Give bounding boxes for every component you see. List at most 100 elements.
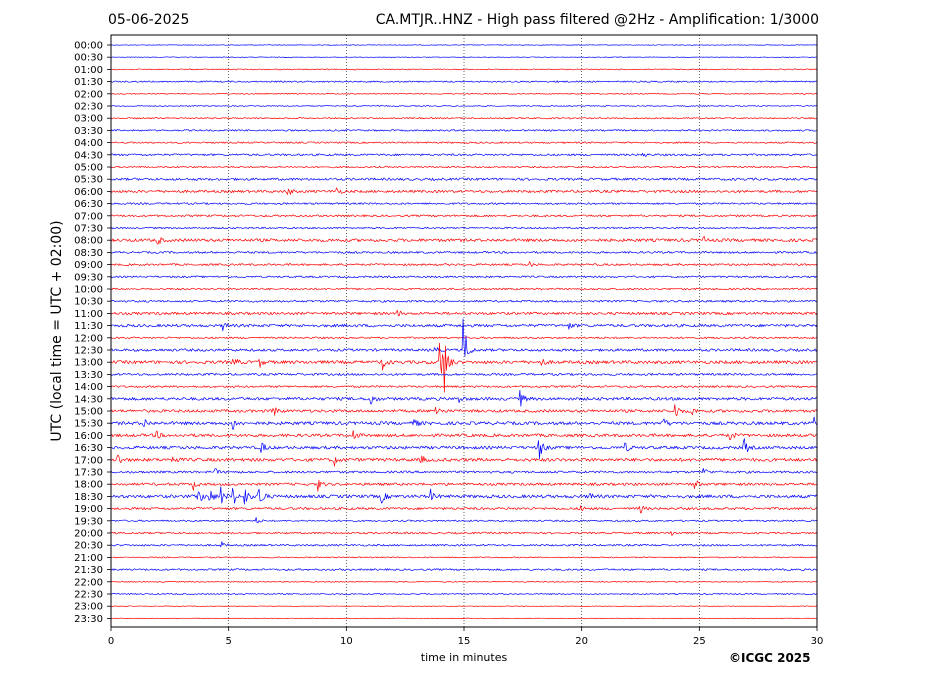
y-tick-label: 16:30 xyxy=(74,443,103,454)
y-tick-label: 02:30 xyxy=(74,102,103,113)
trace-row xyxy=(110,129,818,132)
trace-row xyxy=(110,141,818,144)
trace-row xyxy=(110,486,818,505)
trace-row xyxy=(110,202,818,205)
y-tick-label: 18:00 xyxy=(74,480,103,491)
trace-row xyxy=(110,556,818,559)
y-tick-label: 15:00 xyxy=(74,407,103,418)
y-tick-label: 04:00 xyxy=(74,138,103,149)
trace-row xyxy=(110,468,818,474)
trace-row xyxy=(110,385,818,388)
x-tick-label: 0 xyxy=(108,636,114,647)
y-tick-label: 07:00 xyxy=(74,211,103,222)
trace-row xyxy=(110,44,818,46)
y-tick-label: 05:00 xyxy=(74,163,103,174)
trace-row xyxy=(110,541,818,548)
grid-layer xyxy=(228,35,700,627)
chart-date: 05-06-2025 xyxy=(108,12,190,28)
y-tick-label: 08:00 xyxy=(74,236,103,247)
trace-row xyxy=(110,568,818,571)
trace-row xyxy=(110,299,818,303)
y-tick-label: 06:30 xyxy=(74,199,103,210)
y-tick-label: 13:30 xyxy=(74,370,103,381)
trace-row xyxy=(110,80,818,83)
trace-row xyxy=(110,117,818,120)
plot-frame xyxy=(110,34,818,628)
y-tick-label: 22:00 xyxy=(74,577,103,588)
chart-title: CA.MTJR..HNZ - High pass filtered @2Hz -… xyxy=(375,12,819,28)
x-tick-label: 25 xyxy=(693,636,706,647)
trace-row xyxy=(110,404,818,417)
x-tick-label: 10 xyxy=(340,636,353,647)
y-tick-label: 00:00 xyxy=(74,41,103,52)
trace-row xyxy=(110,92,818,95)
y-tick-label: 12:30 xyxy=(74,346,103,357)
trace-row xyxy=(110,342,818,393)
trace-row xyxy=(110,105,818,107)
y-tick-label: 06:00 xyxy=(74,187,103,198)
trace-row xyxy=(110,165,818,169)
y-tick-label: 18:30 xyxy=(74,492,103,503)
y-tick-label: 11:30 xyxy=(74,321,103,332)
trace-row xyxy=(110,605,818,607)
y-tick-label: 11:00 xyxy=(74,309,103,320)
trace-row xyxy=(110,318,818,357)
y-tick-label: 10:30 xyxy=(74,297,103,308)
trace-row xyxy=(110,479,818,492)
y-tick-label: 07:30 xyxy=(74,224,103,235)
trace-row xyxy=(110,287,818,291)
x-tick-label: 5 xyxy=(225,636,231,647)
trace-row xyxy=(110,56,818,58)
trace-row xyxy=(110,438,818,460)
trace-row xyxy=(110,261,818,267)
trace-row xyxy=(110,177,818,181)
trace-row xyxy=(110,617,818,620)
y-tick-label: 23:30 xyxy=(74,614,103,625)
trace-row xyxy=(110,226,818,230)
trace-row xyxy=(110,68,818,71)
y-tick-label: 14:00 xyxy=(74,382,103,393)
y-tick-label: 16:00 xyxy=(74,431,103,442)
y-tick-label: 23:00 xyxy=(74,602,103,613)
trace-row xyxy=(110,517,818,524)
y-tick-label: 05:30 xyxy=(74,175,103,186)
y-tick-label: 22:30 xyxy=(74,590,103,601)
trace-row xyxy=(110,454,818,467)
trace-row xyxy=(110,416,818,430)
y-tick-label: 13:00 xyxy=(74,358,103,369)
y-tick-label: 02:00 xyxy=(74,89,103,100)
copyright: ©ICGC 2025 xyxy=(729,651,811,665)
y-tick-label: 04:30 xyxy=(74,150,103,161)
trace-row xyxy=(110,214,818,218)
trace-row xyxy=(110,580,818,583)
y-tick-label: 00:30 xyxy=(74,53,103,64)
y-tick-label: 01:00 xyxy=(74,65,103,76)
y-tick-label: 01:30 xyxy=(74,77,103,88)
x-tick-label: 15 xyxy=(458,636,471,647)
y-tick-label: 15:30 xyxy=(74,419,103,430)
y-tick-label: 09:30 xyxy=(74,272,103,283)
y-tick-label: 17:00 xyxy=(74,455,103,466)
trace-row xyxy=(110,236,818,245)
y-tick-label: 14:30 xyxy=(74,394,103,405)
y-tick-label: 19:00 xyxy=(74,504,103,515)
x-axis-label: time in minutes xyxy=(420,651,508,664)
y-tick-label: 12:00 xyxy=(74,333,103,344)
y-tick-label: 21:00 xyxy=(74,553,103,564)
y-tick-label: 21:30 xyxy=(74,565,103,576)
trace-row xyxy=(110,430,818,440)
trace-row xyxy=(110,187,818,195)
trace-row xyxy=(110,505,818,514)
trace-row xyxy=(110,251,818,254)
trace-row xyxy=(110,372,818,376)
trace-row xyxy=(110,152,818,157)
trace-row xyxy=(110,322,818,332)
y-tick-label: 20:00 xyxy=(74,529,103,540)
y-tick-label: 10:00 xyxy=(74,285,103,296)
y-tick-label: 03:30 xyxy=(74,126,103,137)
y-tick-label: 20:30 xyxy=(74,541,103,552)
y-tick-label: 08:30 xyxy=(74,248,103,259)
y-tick-label: 09:00 xyxy=(74,260,103,271)
